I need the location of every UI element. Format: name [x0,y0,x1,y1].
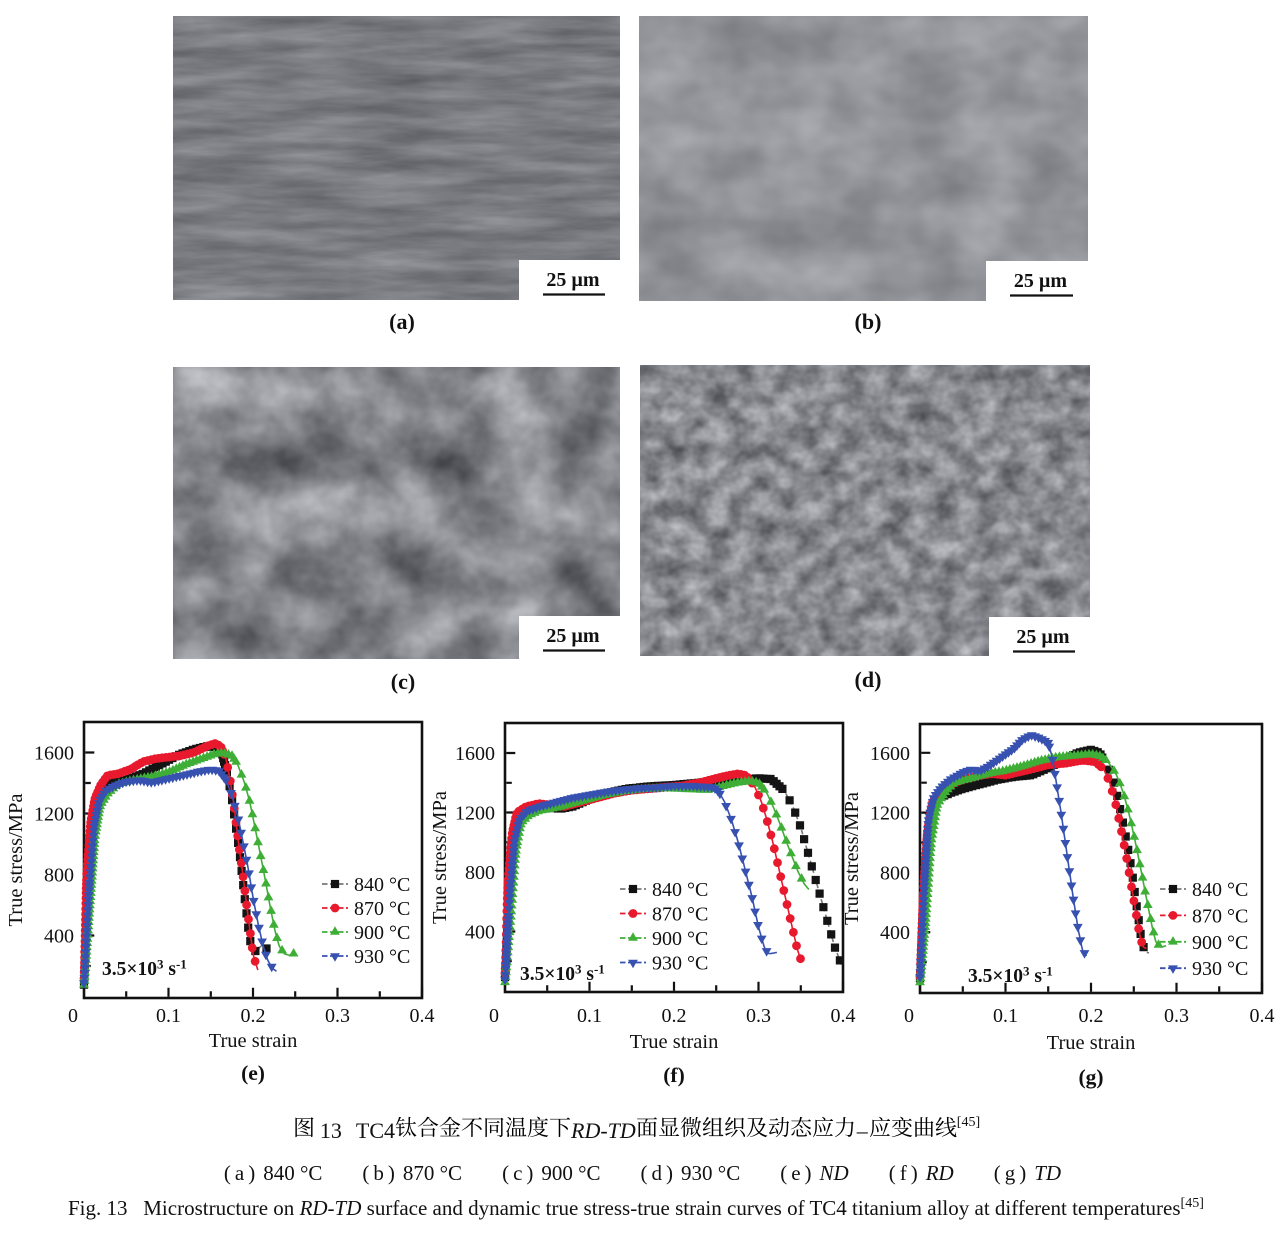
svg-text:800: 800 [465,862,495,884]
svg-text:25 µm: 25 µm [1014,270,1068,292]
svg-text:870 °C: 870 °C [652,904,708,926]
svg-text:0.4: 0.4 [831,1005,856,1027]
svg-text:930 °C: 930 °C [652,953,708,975]
svg-text:0.4: 0.4 [1250,1005,1275,1027]
svg-text:0.2: 0.2 [1079,1005,1104,1027]
svg-text:870 °C: 870 °C [354,898,410,920]
svg-text:930 °C: 930 °C [354,946,410,968]
svg-text:3.5×103 s-1: 3.5×103 s-1 [968,964,1053,988]
svg-text:1200: 1200 [455,803,495,825]
svg-text:1600: 1600 [455,743,495,765]
svg-text:1600: 1600 [870,743,910,765]
svg-text:(f): (f) [663,1063,684,1087]
svg-text:True strain: True strain [630,1031,719,1053]
svg-text:True stress/MPa: True stress/MPa [429,791,451,924]
svg-text:400: 400 [880,922,910,944]
svg-text:840 °C: 840 °C [354,874,410,896]
svg-text:900 °C: 900 °C [1192,932,1248,954]
svg-text:400: 400 [465,922,495,944]
svg-text:0: 0 [68,1005,78,1027]
svg-text:True strain: True strain [1047,1032,1136,1054]
svg-text:0.2: 0.2 [241,1005,266,1027]
svg-text:900 °C: 900 °C [652,928,708,950]
svg-text:800: 800 [44,865,74,887]
svg-text:True strain: True strain [209,1030,298,1052]
svg-text:0: 0 [489,1005,499,1027]
svg-text:0.3: 0.3 [1164,1005,1189,1027]
svg-text:(e): (e) [241,1061,265,1085]
svg-text:25 µm: 25 µm [546,269,600,291]
svg-text:True stress/MPa: True stress/MPa [841,792,863,925]
svg-text:0: 0 [904,1005,914,1027]
svg-text:(g): (g) [1078,1065,1103,1089]
svg-text:800: 800 [880,862,910,884]
svg-text:840 °C: 840 °C [652,879,708,901]
svg-text:0.1: 0.1 [993,1005,1018,1027]
svg-text:0.1: 0.1 [577,1005,602,1027]
svg-text:3.5×103 s-1: 3.5×103 s-1 [520,962,605,986]
svg-text:0.3: 0.3 [746,1005,771,1027]
svg-text:0.2: 0.2 [662,1005,687,1027]
svg-text:0.1: 0.1 [156,1005,181,1027]
svg-text:1200: 1200 [34,804,74,826]
svg-text:True stress/MPa: True stress/MPa [5,793,27,926]
svg-text:25 µm: 25 µm [546,625,600,647]
svg-text:1600: 1600 [34,743,74,765]
svg-text:25 µm: 25 µm [1016,626,1070,648]
svg-text:900 °C: 900 °C [354,922,410,944]
svg-text:3.5×103 s-1: 3.5×103 s-1 [102,957,187,981]
svg-text:400: 400 [44,926,74,948]
svg-text:1200: 1200 [870,803,910,825]
svg-text:0.3: 0.3 [325,1005,350,1027]
svg-text:0.4: 0.4 [410,1005,435,1027]
svg-text:840 °C: 840 °C [1192,879,1248,901]
svg-text:870 °C: 870 °C [1192,905,1248,927]
svg-text:930 °C: 930 °C [1192,958,1248,980]
